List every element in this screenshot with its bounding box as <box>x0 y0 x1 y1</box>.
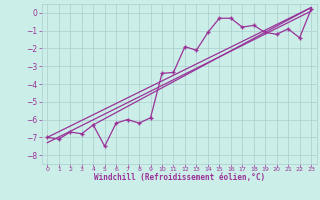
X-axis label: Windchill (Refroidissement éolien,°C): Windchill (Refroidissement éolien,°C) <box>94 173 265 182</box>
